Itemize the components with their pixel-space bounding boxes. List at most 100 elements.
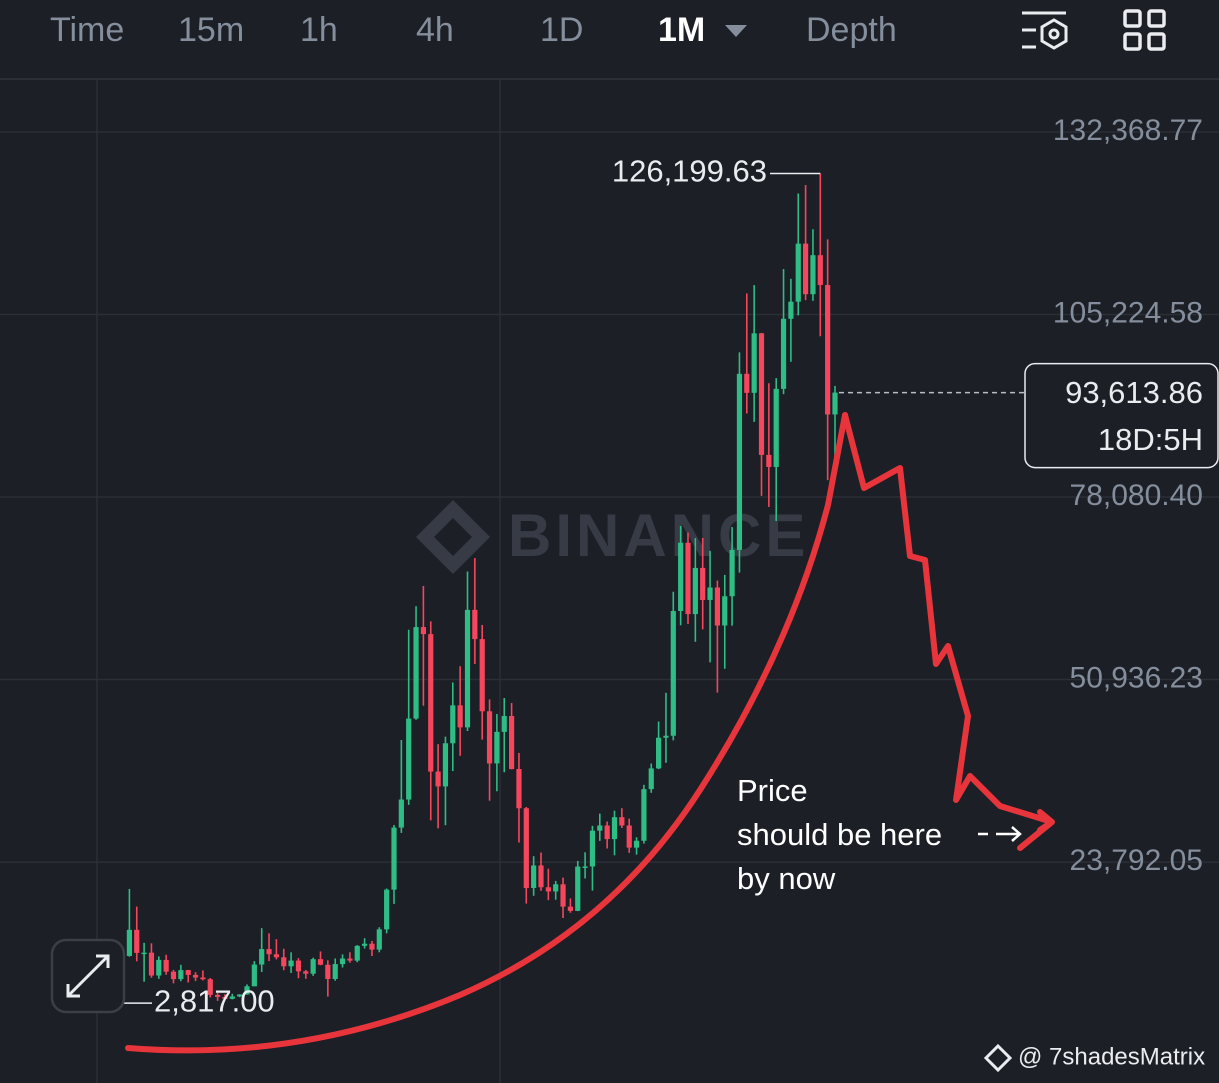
candle-body [376,929,382,950]
candle-body [413,627,419,719]
candle-body [406,718,412,800]
candle-body [200,977,206,980]
candle-body [148,952,155,976]
candle-body [575,866,581,911]
candle-body [259,949,265,965]
candle-body [435,771,441,787]
candle-body [450,705,456,744]
candle-body [420,627,426,635]
candle-body [729,549,735,597]
candle-body [332,964,338,979]
candle-body [229,996,235,999]
candle-body [347,958,353,961]
candle-body [641,789,647,841]
y-tick-label: 105,224.58 [1053,296,1203,329]
candle-body [163,959,169,972]
candle-body [281,957,287,967]
candle-body [222,996,228,999]
candle-body [582,866,588,868]
tab[interactable]: 4h [416,11,454,49]
candle-body [192,974,199,978]
candle-body [626,825,632,848]
candle-body [538,865,544,888]
annotation-text: Price [737,773,808,808]
candle-body [722,596,728,626]
candle-body [810,255,816,295]
projection [842,412,1055,851]
candle-body [354,945,360,961]
y-tick-label: 50,936.23 [1070,661,1203,694]
y-tick-label: 78,080.40 [1070,479,1203,512]
candle-body [803,243,809,295]
candle-body [178,970,184,980]
candle-body [369,943,375,950]
candle-body [523,808,529,888]
candle-body [391,827,397,890]
countdown-label: 18D:5H [1098,422,1203,457]
candle-body [670,611,676,736]
candle-body [185,970,191,975]
annotation-text: by now [737,861,836,896]
candle-body [589,830,596,867]
candle-body [656,737,662,769]
candle-body [273,954,279,958]
candle-body [692,567,698,615]
credit: @ 7shadesMatrix [983,1043,1205,1073]
last-price-box [1024,362,1219,469]
candle-body [457,705,463,728]
candle-body [215,994,221,997]
candle-body [126,929,132,956]
candle-body [560,884,566,907]
expand-button[interactable] [50,938,126,1014]
candle-body [479,639,485,712]
tab[interactable]: Depth [806,11,897,49]
tab[interactable]: 15m [178,11,244,49]
candle-body [244,986,250,995]
watermark: BINANCE [416,500,809,574]
candle-body [685,542,691,615]
candle-body [398,799,404,828]
candle-body [516,769,522,809]
candle-body [237,994,243,997]
tab-active[interactable]: 1M [658,11,705,49]
y-tick-label: 23,792.05 [1070,844,1203,877]
candle-body [795,243,801,302]
candle-body [611,817,618,840]
candle-body [464,609,471,728]
watermark-text: BINANCE [508,502,809,569]
hand-annotation [125,412,1055,1054]
candle-body [442,743,449,787]
annotation-text: should be here [737,817,942,852]
candle-body [384,889,390,930]
tab[interactable]: 1D [540,11,583,49]
candle-body [472,609,478,640]
tab[interactable]: Time [50,11,124,49]
candle-body [773,388,779,467]
candle-body [486,711,493,764]
dropdown-caret[interactable] [725,25,747,37]
candle-body [156,959,162,976]
curve [125,412,848,1054]
candle-body [325,964,331,979]
candle-body [788,301,794,319]
candle-body [736,373,743,550]
settings-icon[interactable] [1022,11,1068,50]
timeframe-bar: Time 15m 1h 4h 1D 1M Depth [50,9,1166,51]
tab[interactable]: 1h [300,11,338,49]
candle-body [648,768,654,790]
candle-body [817,255,823,286]
markers: 126,199.63 2,817.00 93,613.86 18D:5H [107,154,1219,1018]
candle-body [700,567,706,600]
candle-body [545,887,551,892]
candle-body [751,333,757,393]
candle-body [501,716,507,732]
high-marker-label: 126,199.63 [612,154,767,189]
candle-body [339,958,346,965]
candle-body [494,731,500,764]
candle-body [207,979,213,995]
candle-body [141,952,147,955]
candle-body [780,318,787,389]
layout-icon[interactable] [1123,9,1166,51]
y-tick-label: 132,368.77 [1053,114,1203,147]
candle-body [678,542,684,612]
